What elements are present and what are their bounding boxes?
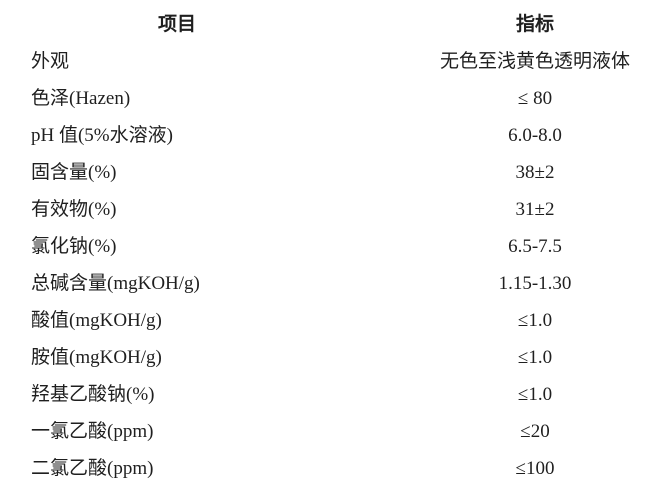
spec-value: ≤1.0 bbox=[517, 384, 553, 405]
spec-value: ≤20 bbox=[520, 421, 550, 442]
table-row: 氯化钠(%) 6.5-7.5 bbox=[0, 228, 654, 265]
item-label: 一氯乙酸(ppm) bbox=[31, 421, 154, 442]
table-row: pH 值(5%水溶液) 6.0-8.0 bbox=[0, 117, 654, 154]
table-row: 固含量(%) 38±2 bbox=[0, 154, 654, 191]
table-row: 色泽(Hazen) ≤ 80 bbox=[0, 80, 654, 117]
spec-value: 38±2 bbox=[515, 162, 555, 183]
item-label: 二氯乙酸(ppm) bbox=[31, 458, 154, 479]
table-row: 胺值(mgKOH/g) ≤1.0 bbox=[0, 339, 654, 376]
table-row: 羟基乙酸钠(%) ≤1.0 bbox=[0, 376, 654, 413]
item-label: 羟基乙酸钠(%) bbox=[31, 384, 155, 405]
item-label: 外观 bbox=[31, 51, 70, 72]
item-label: 固含量(%) bbox=[31, 162, 117, 183]
table-body: 外观 无色至浅黄色透明液体色泽(Hazen) ≤ 80 pH 值(5%水溶液) 6.0-… bbox=[0, 43, 654, 487]
table-row: 总碱含量(mgKOH/g) 1.15-1.30 bbox=[0, 265, 654, 302]
table-row: 一氯乙酸(ppm) ≤20 bbox=[0, 413, 654, 450]
item-label: 胺值(mgKOH/g) bbox=[31, 347, 162, 368]
spec-value: ≤ 80 bbox=[517, 88, 553, 109]
item-label: 色泽(Hazen) bbox=[31, 88, 131, 109]
item-label: 有效物(%) bbox=[31, 199, 117, 220]
spec-value: 6.0-8.0 bbox=[508, 125, 562, 146]
item-label: 酸值(mgKOH/g) bbox=[31, 310, 162, 331]
spec-value: 1.15-1.30 bbox=[498, 273, 572, 294]
spec-value: 31±2 bbox=[515, 199, 555, 220]
spec-value: ≤1.0 bbox=[517, 347, 553, 368]
table-row: 二氯乙酸(ppm) ≤100 bbox=[0, 450, 654, 487]
table-row: 酸值(mgKOH/g) ≤1.0 bbox=[0, 302, 654, 339]
table-row: 有效物(%) 31±2 bbox=[0, 191, 654, 228]
spec-value: 6.5-7.5 bbox=[508, 236, 562, 257]
table-header-row: 项目 指标 bbox=[0, 6, 654, 43]
item-label: pH 值(5%水溶液) bbox=[31, 125, 173, 146]
spec-value: ≤100 bbox=[515, 458, 555, 479]
spec-value: 无色至浅黄色透明液体 bbox=[439, 51, 630, 72]
column-header-spec: 指标 bbox=[515, 14, 554, 35]
table-row: 外观 无色至浅黄色透明液体 bbox=[0, 43, 654, 80]
column-header-item: 项目 bbox=[157, 14, 196, 35]
spec-value: ≤1.0 bbox=[517, 310, 553, 331]
item-label: 总碱含量(mgKOH/g) bbox=[31, 273, 200, 294]
item-label: 氯化钠(%) bbox=[31, 236, 117, 257]
